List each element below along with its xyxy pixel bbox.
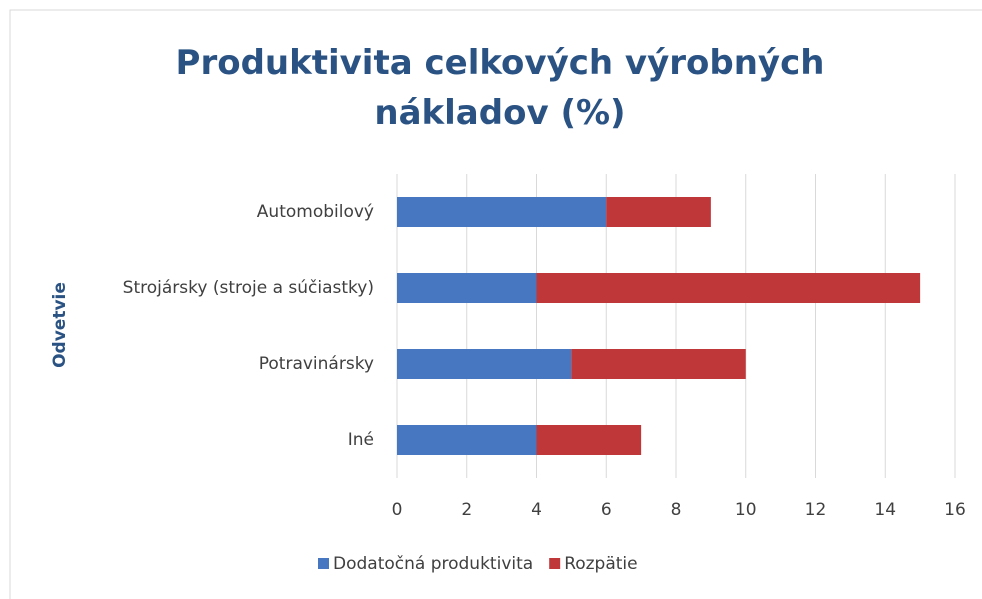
bar [397, 425, 537, 455]
legend-swatch [318, 558, 329, 569]
x-tick-label: 14 [874, 500, 896, 520]
x-tick-label: 6 [601, 500, 612, 520]
y-tick-label: Potravinársky [259, 354, 374, 374]
x-tick-label: 2 [461, 500, 472, 520]
bar [397, 273, 537, 303]
chart-frame [9, 9, 982, 599]
y-tick-label: Automobilový [257, 202, 374, 222]
y-tick-label: Iné [348, 430, 374, 450]
bar [536, 273, 921, 303]
bar [536, 425, 642, 455]
legend-label: Dodatočná produktivita [333, 554, 533, 574]
bar [397, 349, 572, 379]
x-tick-label: 10 [735, 500, 757, 520]
x-tick-label: 12 [805, 500, 827, 520]
bar [397, 197, 607, 227]
legend-swatch [549, 558, 561, 569]
x-tick-label: 4 [531, 500, 542, 520]
chart-title: Produktivita celkových výrobných náklado… [175, 43, 825, 133]
x-tick-label: 0 [392, 500, 403, 520]
x-tick-label: 16 [944, 500, 966, 520]
y-axis-label: Odvetvie [50, 282, 70, 368]
legend-label: Rozpätie [564, 554, 637, 574]
bar [606, 197, 711, 227]
bar [571, 349, 746, 379]
y-tick-label: Strojársky (stroje a súčiastky) [123, 278, 374, 298]
x-tick-label: 8 [671, 500, 682, 520]
